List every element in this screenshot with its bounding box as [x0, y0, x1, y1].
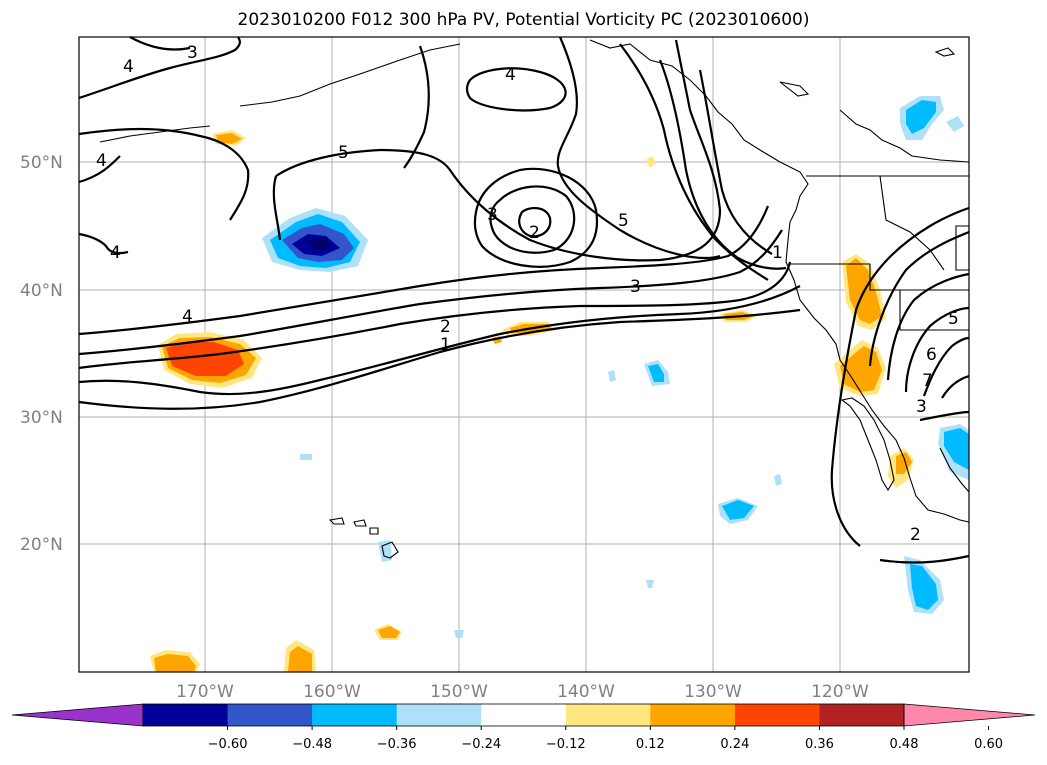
contour-label: 4 [182, 307, 193, 327]
contour-label: 5 [948, 309, 959, 329]
colorbar-tick-label: −0.48 [292, 737, 332, 752]
colorbar-segment [227, 704, 313, 726]
colorbar-tick-label: 0.60 [974, 737, 1003, 752]
contour-label: 3 [487, 205, 498, 225]
lon-label: 160°W [303, 682, 361, 702]
contour-label: 5 [618, 211, 629, 231]
colorbar-tick-label: 0.48 [890, 737, 919, 752]
contour-label: 4 [96, 151, 107, 171]
colorbar-segment [143, 704, 229, 726]
lon-label: 170°W [176, 682, 234, 702]
contour-label: 4 [505, 65, 516, 85]
colorbar-segment [734, 704, 820, 726]
contour-label: 2 [440, 317, 451, 337]
colorbar-tick-label: −0.12 [546, 737, 586, 752]
lat-label: 30°N [20, 408, 63, 428]
contour-label: 3 [187, 43, 198, 63]
contour-label: 5 [338, 143, 349, 163]
contour-label: 2 [529, 223, 540, 243]
colorbar-tick-label: 0.36 [805, 737, 834, 752]
latitude-labels: 50°N 40°N 30°N 20°N [20, 153, 63, 555]
contour-label: 6 [926, 345, 937, 365]
colorbar-segment [819, 704, 905, 726]
colorbar-segment [312, 704, 398, 726]
lon-label: 130°W [684, 682, 742, 702]
pv-shading [150, 96, 969, 672]
contour-label: 1 [440, 335, 451, 355]
map-title: 2023010200 F012 300 hPa PV, Potential Vo… [237, 10, 810, 30]
contour-label: 3 [630, 277, 641, 297]
pv-contours [78, 36, 970, 564]
contour-label: 3 [916, 397, 927, 417]
colorbar-tick-label: −0.36 [377, 737, 417, 752]
colorbar-tick-label: 0.24 [720, 737, 749, 752]
colorbar-tick-label: −0.60 [208, 737, 248, 752]
colorbar-extend-low [11, 703, 144, 727]
colorbar-extend-high [903, 703, 1036, 727]
contour-label: 4 [123, 57, 134, 77]
lat-label: 20°N [20, 535, 63, 555]
lon-label: 120°W [811, 682, 869, 702]
lat-label: 40°N [20, 281, 63, 301]
colorbar-segment [396, 704, 482, 726]
colorbar-tick-label: 0.12 [636, 737, 665, 752]
contour-label: 4 [110, 243, 121, 263]
contour-labels: 4 3 4 5 4 4 3 2 5 1 3 2 1 4 5 6 7 3 2 [96, 43, 959, 545]
colorbar-tick-label: −0.24 [461, 737, 501, 752]
contour-label: 2 [910, 525, 921, 545]
lon-label: 140°W [557, 682, 615, 702]
contour-label: 7 [922, 371, 933, 391]
contour-label: 1 [772, 243, 783, 263]
colorbar-segment [650, 704, 736, 726]
lon-label: 150°W [430, 682, 488, 702]
colorbar-segment [481, 704, 567, 726]
colorbar: −0.60 −0.48 −0.36 −0.24 −0.12 0.12 0.24 0.36 0.4… [11, 703, 1036, 752]
colorbar-segment [565, 704, 651, 726]
lat-label: 50°N [20, 153, 63, 173]
longitude-labels: 170°W 160°W 150°W 140°W 130°W 120°W [176, 682, 869, 702]
